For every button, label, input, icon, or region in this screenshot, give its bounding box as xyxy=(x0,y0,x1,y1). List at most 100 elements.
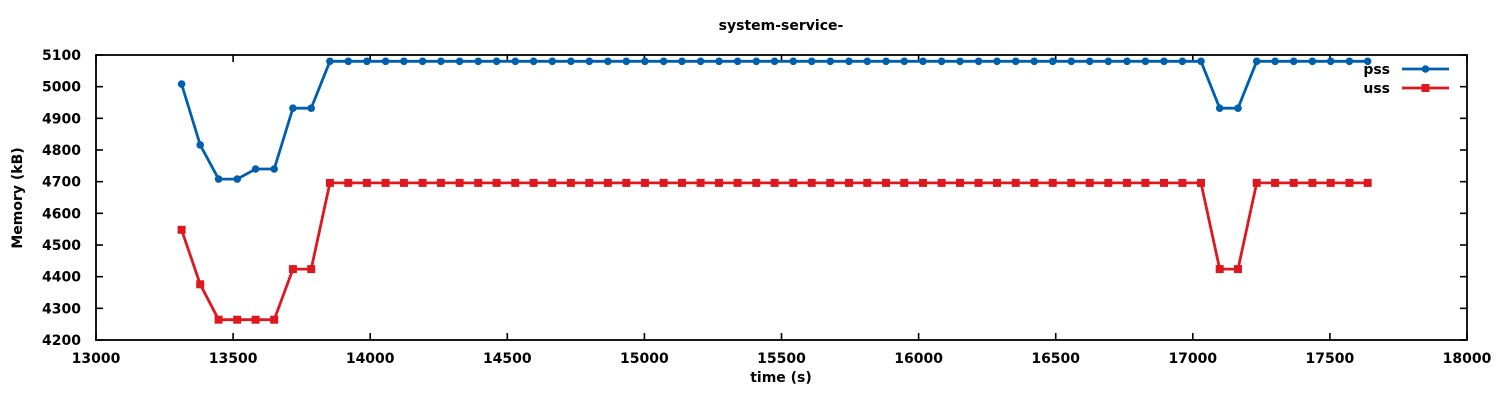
series-uss-marker xyxy=(882,178,890,187)
series-uss-marker xyxy=(566,178,575,187)
y-tick-label: 4200 xyxy=(42,333,81,349)
series-pss-marker xyxy=(400,57,408,66)
x-tick-label: 17500 xyxy=(1306,351,1355,367)
series-pss-marker xyxy=(1160,57,1168,66)
series-pss-marker xyxy=(622,57,631,66)
series-uss-marker xyxy=(1234,265,1242,274)
y-tick-label: 4400 xyxy=(42,270,81,286)
x-tick-label: 15000 xyxy=(620,351,669,367)
plot-border xyxy=(95,54,1468,341)
series-uss-marker xyxy=(826,178,835,187)
series-pss-marker xyxy=(1048,57,1057,66)
series-uss-marker xyxy=(1030,178,1039,187)
series-uss-marker xyxy=(325,178,334,187)
series-pss-marker xyxy=(326,57,334,66)
series-pss-marker xyxy=(1178,57,1187,66)
series-uss-marker xyxy=(1123,178,1131,187)
x-tick-label: 16000 xyxy=(894,351,943,367)
series-uss-marker xyxy=(733,178,742,187)
series-uss-marker xyxy=(1141,178,1150,187)
x-tick-label: 17000 xyxy=(1168,351,1217,367)
x-tick-label: 14000 xyxy=(346,351,395,367)
series-pss-marker xyxy=(437,57,445,66)
series-uss-marker xyxy=(307,265,316,274)
y-tick-label: 4600 xyxy=(42,206,81,222)
series-uss-marker xyxy=(436,178,445,187)
series-pss-marker xyxy=(1141,57,1150,66)
series-uss-marker xyxy=(919,178,927,187)
series-pss-marker xyxy=(455,57,464,66)
series-uss-marker xyxy=(418,178,427,187)
y-tick-label: 5100 xyxy=(42,48,81,64)
series-pss-marker xyxy=(307,104,316,112)
series-uss-marker xyxy=(288,265,297,274)
series-uss-marker xyxy=(640,178,649,187)
x-tick-label: 14500 xyxy=(483,351,532,367)
series-uss-marker xyxy=(270,315,279,324)
series-uss-marker xyxy=(548,178,557,187)
series-uss-marker xyxy=(344,178,353,187)
series-pss-marker xyxy=(678,57,686,66)
series-pss-marker xyxy=(1363,57,1372,66)
series-uss-marker xyxy=(474,178,483,187)
plot-area: 13000 13500 14000 14500 15000 15500 16000 16500… xyxy=(42,48,1492,367)
series-uss-marker xyxy=(362,178,371,187)
series-uss-marker xyxy=(678,178,686,187)
series-pss-marker xyxy=(1123,57,1131,66)
series-uss-marker xyxy=(1308,178,1317,187)
series-pss-marker xyxy=(567,57,575,66)
y-axis-label: Memory (kB) xyxy=(10,147,26,248)
series-pss-marker xyxy=(363,57,371,66)
series-pss-marker xyxy=(233,175,241,183)
series-uss-marker xyxy=(1252,178,1261,187)
series-uss-marker xyxy=(956,178,964,187)
series-uss-marker xyxy=(752,178,761,187)
x-tick-label: 18000 xyxy=(1443,351,1492,367)
series-uss-marker xyxy=(399,178,408,187)
x-tick-label: 16500 xyxy=(1031,351,1080,367)
series-pss-marker xyxy=(807,57,816,66)
series-pss-marker xyxy=(1326,57,1335,66)
series-pss-marker xyxy=(585,57,594,66)
series-uss-marker xyxy=(845,178,853,187)
series-pss-marker xyxy=(548,57,557,66)
series-uss-marker xyxy=(1048,178,1057,187)
series-pss-marker xyxy=(752,57,761,66)
series-pss-marker xyxy=(511,57,520,66)
series-pss-marker xyxy=(196,141,204,149)
series-pss-marker xyxy=(1104,57,1113,66)
series-pss-marker xyxy=(641,57,649,66)
series-pss-marker xyxy=(696,57,705,66)
y-tick-label: 4500 xyxy=(42,238,81,254)
series-uss-marker xyxy=(1345,178,1354,187)
series-uss-marker xyxy=(1160,178,1168,187)
y-tick-label: 4300 xyxy=(42,301,81,317)
series-uss-marker xyxy=(381,178,390,187)
series-pss-marker xyxy=(956,57,964,66)
legend-marker-uss xyxy=(1421,84,1430,92)
series-pss-marker xyxy=(381,57,390,66)
series-uss-marker xyxy=(1289,178,1298,187)
series-pss-marker xyxy=(659,57,668,66)
y-tick-label: 4900 xyxy=(42,111,81,127)
series-pss-marker xyxy=(919,57,927,66)
series-pss-marker xyxy=(715,57,723,66)
series-pss-marker xyxy=(344,57,353,66)
series-uss-line xyxy=(180,181,1368,322)
series-uss-marker xyxy=(1197,178,1205,187)
legend-marker-pss xyxy=(1421,65,1430,73)
x-tick-label: 13000 xyxy=(72,351,121,367)
x-tick-label: 15500 xyxy=(757,351,806,367)
series-pss-marker xyxy=(826,57,835,66)
series-pss-line xyxy=(180,59,1368,181)
series-uss-marker xyxy=(214,315,223,324)
series-uss-marker xyxy=(993,178,1001,187)
series-uss-marker xyxy=(974,178,983,187)
series-uss-marker xyxy=(696,178,705,187)
x-tick-label: 13500 xyxy=(209,351,258,367)
series-pss-marker xyxy=(770,57,779,66)
series-uss-marker xyxy=(177,225,186,234)
series-pss-marker xyxy=(863,57,872,66)
